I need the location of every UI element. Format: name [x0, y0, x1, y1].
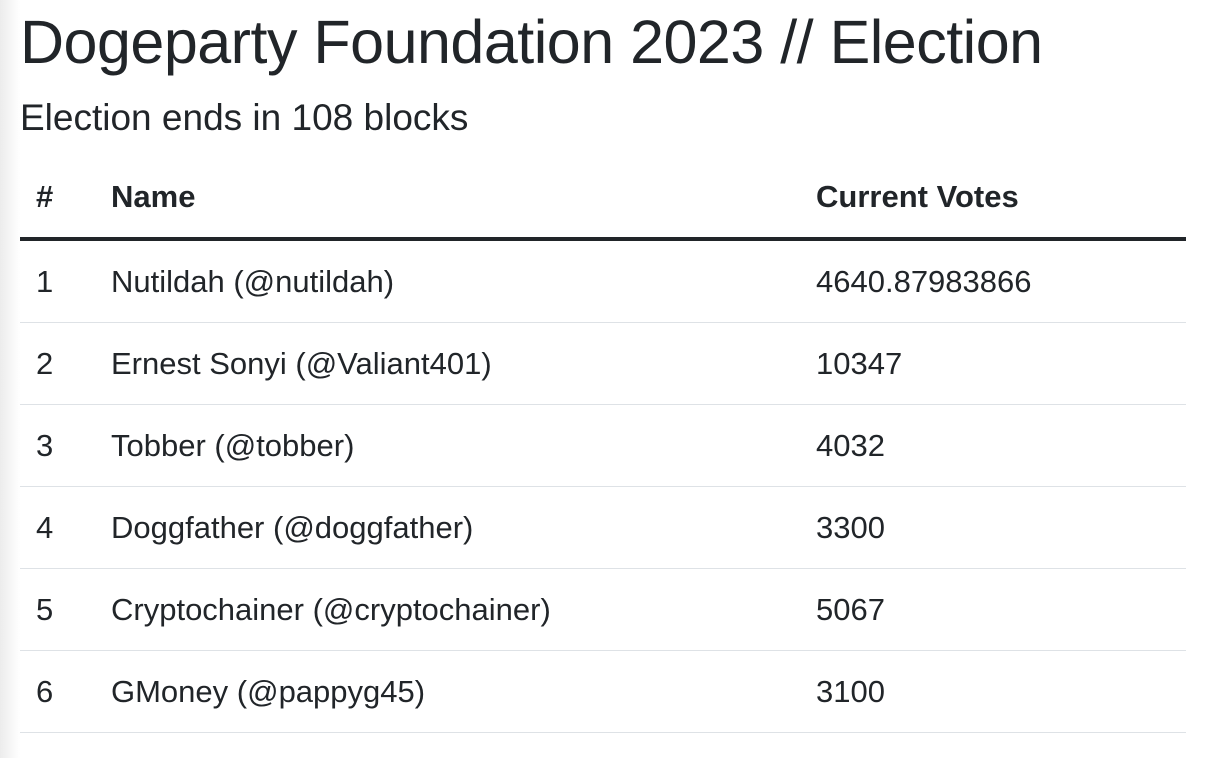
candidate-votes: 3300 [816, 486, 1186, 569]
candidate-votes: 3100 [816, 650, 1186, 733]
candidate-rank: 1 [20, 239, 111, 323]
votes-table-body: 1 Nutildah (@nutildah) 4640.87983866 2 E… [20, 239, 1186, 733]
candidate-rank: 4 [20, 486, 111, 569]
candidate-votes: 4640.87983866 [816, 239, 1186, 323]
election-countdown: Election ends in 108 blocks [20, 97, 469, 138]
candidate-votes: 4032 [816, 404, 1186, 487]
table-row: 2 Ernest Sonyi (@Valiant401) 10347 [20, 322, 1186, 405]
candidate-name: Tobber (@tobber) [111, 404, 816, 487]
table-row: 4 Doggfather (@doggfather) 3300 [20, 486, 1186, 569]
candidate-rank: 2 [20, 322, 111, 405]
column-header-current-votes: Current Votes [816, 157, 1186, 241]
candidate-rank: 5 [20, 568, 111, 651]
table-row: 5 Cryptochainer (@cryptochainer) 5067 [20, 568, 1186, 651]
table-row: 3 Tobber (@tobber) 4032 [20, 404, 1186, 487]
votes-table-header: # Name Current Votes [20, 157, 1186, 241]
candidate-name: Nutildah (@nutildah) [111, 239, 816, 323]
candidate-votes: 5067 [816, 568, 1186, 651]
candidate-name: Cryptochainer (@cryptochainer) [111, 568, 816, 651]
candidate-votes: 10347 [816, 322, 1186, 405]
candidate-name: GMoney (@pappyg45) [111, 650, 816, 733]
column-header-number: # [20, 157, 111, 241]
window-left-edge [0, 0, 20, 758]
column-header-name: Name [111, 157, 816, 241]
header-row: # Name Current Votes [20, 157, 1186, 241]
candidate-rank: 3 [20, 404, 111, 487]
candidate-name: Ernest Sonyi (@Valiant401) [111, 322, 816, 405]
page-title: Dogeparty Foundation 2023 // Election [20, 8, 1043, 76]
votes-table: # Name Current Votes 1 Nutildah (@nutild… [20, 157, 1186, 733]
candidate-rank: 6 [20, 650, 111, 733]
table-row: 1 Nutildah (@nutildah) 4640.87983866 [20, 239, 1186, 323]
candidate-name: Doggfather (@doggfather) [111, 486, 816, 569]
table-row: 6 GMoney (@pappyg45) 3100 [20, 650, 1186, 733]
